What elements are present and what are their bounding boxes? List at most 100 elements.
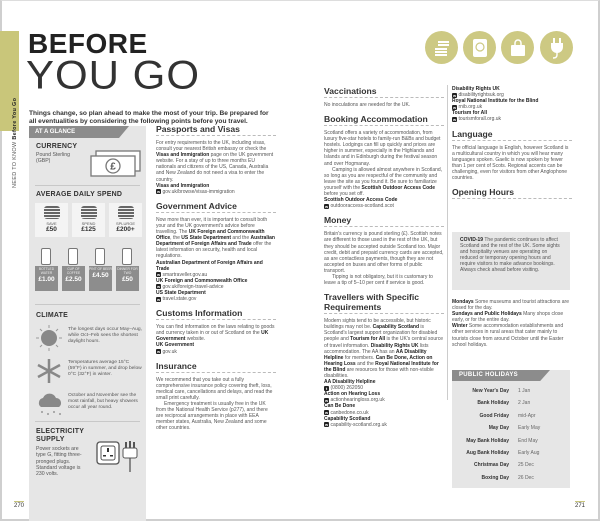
website-link: w capability-scotland.org.uk [324,422,444,428]
bold-term: UK Government [156,330,269,343]
text-run: and the [355,360,376,367]
text-run: is Scotland's largest support organizati… [324,324,438,343]
holiday-row: Bank Holiday 2 Jan [452,400,570,406]
price-card: PINT OF BEER £4.50 [89,266,112,291]
web-icon: w [156,349,161,355]
website-link: w actionhearingloss.org.uk [324,397,444,403]
text-run: before you set off. [324,191,364,198]
electricity-title: ELECTRICITY SUPPLY [36,428,84,443]
coffee-cup-icon [68,248,78,265]
phone-number: t (0800) 262050 [324,385,444,391]
website-link: w outdooraccess-scotland.scot [324,203,444,209]
section-heading: Money [324,215,444,228]
contact-name: Tourism for All [452,110,487,117]
website-link: w tourismforall.org.uk [452,116,572,122]
website-url[interactable]: tourismforall.org.uk [458,116,502,123]
website-url[interactable]: actionhearingloss.org.uk [330,397,385,404]
contact-name: Action on Hearing Loss [324,391,381,398]
page-number-right: 271 [575,501,586,509]
coin-stack-icon [43,206,60,219]
holiday-date: mid-Apr [518,412,536,419]
plug-icon [540,31,573,64]
holiday-name: Boxing Day [481,474,509,481]
column-right: Disability Rights UK w disabilityrightsuk.… [452,86,572,203]
website-url[interactable]: rnib.org.uk [458,104,483,111]
running-header: NEED TO KNOW Before You Go [12,98,18,188]
section-label: NEED TO KNOW [12,141,18,189]
price-label: CUP OF COFFEE [66,267,81,275]
holiday-name: Christmas Day [473,462,509,469]
contact-name: AA Disability Helpline [324,379,376,386]
price-card: BOTTLED WATER £1.00 [35,266,58,291]
coin-stack-icon [80,206,97,219]
section-heading: Insurance [156,361,276,373]
contact-name: Can Be Done [324,403,356,410]
opening-hours-item: Winter Some accommodation establishments… [452,323,572,347]
paragraph: Now more than ever, it is important to c… [156,217,276,260]
website-url[interactable]: smartraveller.gov.au [162,271,208,278]
website-url[interactable]: travel.state.gov [162,296,197,303]
holiday-date: Early Aug [518,450,540,456]
web-icon: w [324,410,329,416]
text-run: for members. [343,354,376,361]
holiday-date: End May [518,437,538,444]
opening-hours-label: Sundays and Public Holidays [452,311,522,318]
text-run: Camping is allowed almost anywhere in Sc… [324,166,443,191]
holiday-name: May Bank Holiday [466,437,509,444]
currency-text: Pound Sterling (GBP) [36,152,71,165]
coins-icon [425,31,458,64]
text-run: Now more than ever, it is important to c… [156,216,268,236]
text-run: Britain's currency is pound sterling (£)… [324,231,444,274]
holiday-date: Early May [518,425,541,432]
banknote-icon: £ [90,150,142,183]
opening-hours-label: Mondays [452,299,474,305]
paragraph: Camping is allowed almost anywhere in Sc… [324,167,444,197]
text-run: You can find information on the laws rel… [156,324,275,337]
website-url[interactable]: canbedone.co.uk [330,409,369,416]
spend-title: AVERAGE DAILY SPEND [36,191,123,198]
text-run: The official language is English, howeve… [452,144,569,182]
contact-name: Visas and Immigration [156,182,210,189]
opening-hours-list: Mondays Some museums and tourist attract… [452,299,572,348]
climate-text: The longest days occur May–Aug, while Oc… [68,327,142,345]
chapter-label: Before You Go [12,97,18,140]
website-url[interactable]: gov.uk [162,348,177,355]
climate-text: October and November see the most rainfa… [68,393,138,411]
text-run: For entry requirements to the UK, includ… [156,140,267,153]
holiday-row: May Bank Holiday End May [452,438,570,444]
bold-term: US State Department [181,235,232,242]
price-label: DINNER FOR TWO [117,267,138,275]
website-url[interactable]: disabilityrightsuk.org [458,92,504,99]
price-value: £1.00 [38,275,55,283]
text-run: are resources for those with non-visible… [324,366,434,379]
web-icon: w [324,203,329,209]
holiday-name: Aug Bank Holiday [466,450,509,456]
opening-hours-item: Mondays Some museums and tourist attract… [452,299,572,311]
column-divider [447,85,448,400]
contact-name: UK Foreign and Commonwealth Office [156,277,248,284]
column-middle: Vaccinations No inoculations are needed f… [324,86,444,428]
holiday-row: Boxing Day 26 Dec [452,475,570,481]
website-link: w disabilityrightsuk.org [452,92,572,98]
text-run: website. [185,336,206,343]
paragraph: Scotland offers a variety of accommodati… [324,130,444,167]
holiday-row: Good Friday mid-Apr [452,413,570,419]
paragraph: Tipping is not obligatory, but it is cus… [324,274,444,286]
bold-term: Australian Department of Foreign Affairs… [156,235,275,248]
text-run: and the [231,235,251,242]
website-url[interactable]: gov.uk/browse/visas-immigration [162,188,235,195]
website-url[interactable]: gov.uk/foreign-travel-advice [162,283,224,290]
opening-hours-text: Some accommodation establishments and ot… [452,323,564,348]
bold-term: Royal National Institute for the Blind [324,360,439,373]
website-link: w gov.uk [156,349,276,355]
paragraph: No inoculations are needed for the UK. [324,102,444,108]
price-value: £50 [122,275,133,283]
wine-bottle-icon [122,248,132,265]
climate-text: Temperatures average 15°C (59°F) in summ… [68,360,142,378]
website-url[interactable]: outdooraccess-scotland.scot [330,203,394,210]
column-left: Passports and Visas For entry requirement… [156,124,276,431]
passport-icon [463,31,496,64]
spend-tier-card: SPLURGE £200+ [109,203,142,237]
text-run: Scotland offers a variety of accommodati… [324,130,441,167]
website-url[interactable]: capability-scotland.org.uk [330,421,387,428]
